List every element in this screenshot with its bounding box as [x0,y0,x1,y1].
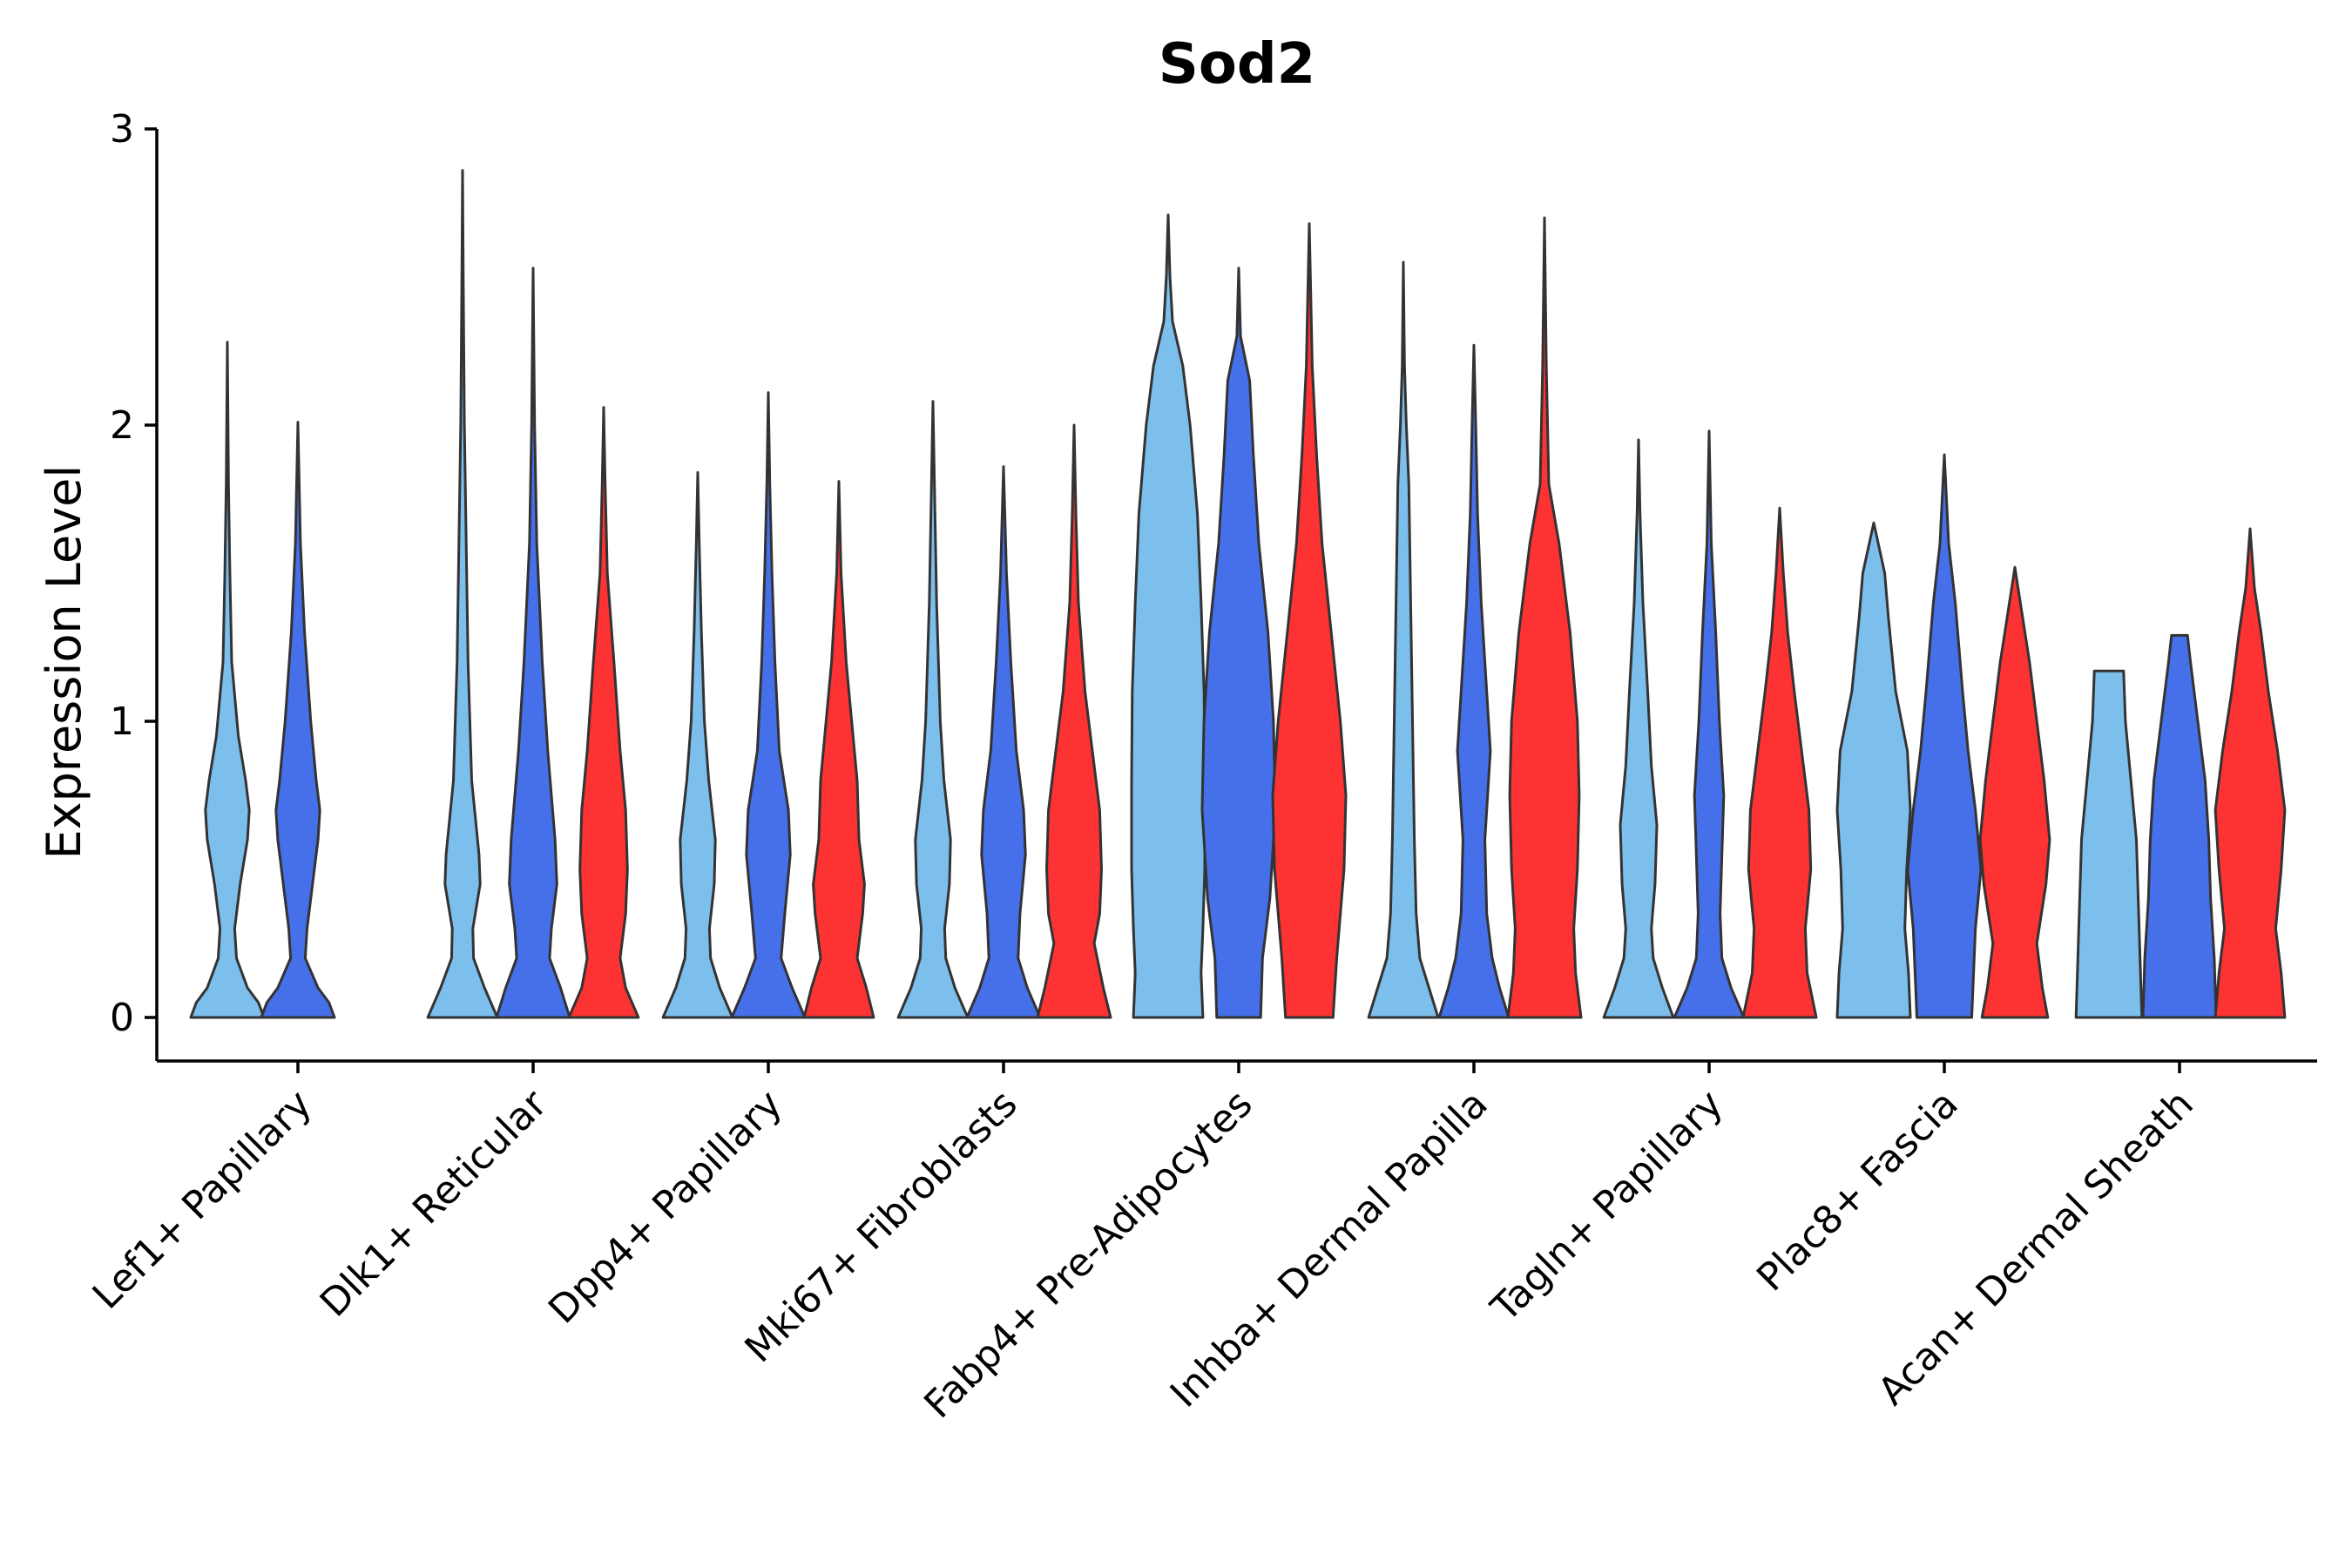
violin-dpp4-papillary-2 [730,391,807,1019]
violin-fabp4-pre-adipocytes-1 [1130,213,1206,1019]
violin-lef1-papillary-2 [260,421,336,1019]
violin-plac8-fascia-3 [1978,565,2051,1019]
y-tick-label: 0 [110,996,134,1040]
x-tick-label: Plac8+ Fascia [1748,1082,1967,1301]
violin-group [189,169,2287,1019]
y-tick-label: 1 [110,700,134,744]
violin-lef1-papillary-1 [189,341,266,1019]
violin-tagln-papillary-3 [1741,506,1818,1019]
y-axis-label: Expression Level [37,465,91,860]
x-tick-label: Dpp4+ Papillary [540,1082,791,1333]
violin-tagln-papillary-1 [1602,438,1675,1019]
x-tick-label: Dlk1+ Reticular [312,1081,557,1326]
violin-fabp4-pre-adipocytes-3 [1271,222,1348,1019]
violin-acan-dermal-sheath-2 [2141,633,2218,1019]
violin-mki67-fibroblasts-2 [965,465,1042,1019]
violin-acan-dermal-sheath-3 [2213,527,2287,1019]
y-tick-label: 3 [110,107,134,152]
violin-inhba-dermal-papilla-1 [1367,260,1440,1019]
violin-plac8-fascia-2 [1906,453,1983,1019]
violin-dlk1-reticular-3 [567,406,640,1019]
violin-mki67-fibroblasts-1 [896,400,970,1019]
y-axis: 0 1 2 3 [110,107,159,1061]
x-tick-label: Lef1+ Papillary [84,1082,321,1318]
chart-title: Sod2 [1159,32,1315,97]
violin-dlk1-reticular-2 [495,267,571,1019]
violin-inhba-dermal-papilla-2 [1437,343,1511,1019]
violin-plac8-fascia-1 [1835,521,1912,1019]
violin-tagln-papillary-2 [1673,429,1746,1019]
violin-dpp4-papillary-3 [802,480,875,1019]
violin-mki67-fibroblasts-3 [1036,423,1112,1019]
violin-dpp4-papillary-1 [661,470,734,1019]
violin-dlk1-reticular-1 [426,169,499,1019]
violin-acan-dermal-sheath-1 [2074,669,2144,1019]
violin-fabp4-pre-adipocytes-2 [1200,267,1277,1019]
x-tick-label: Tagln+ Papillary [1483,1082,1732,1331]
violin-inhba-dermal-papilla-3 [1506,216,1583,1019]
y-tick-label: 2 [110,403,134,448]
